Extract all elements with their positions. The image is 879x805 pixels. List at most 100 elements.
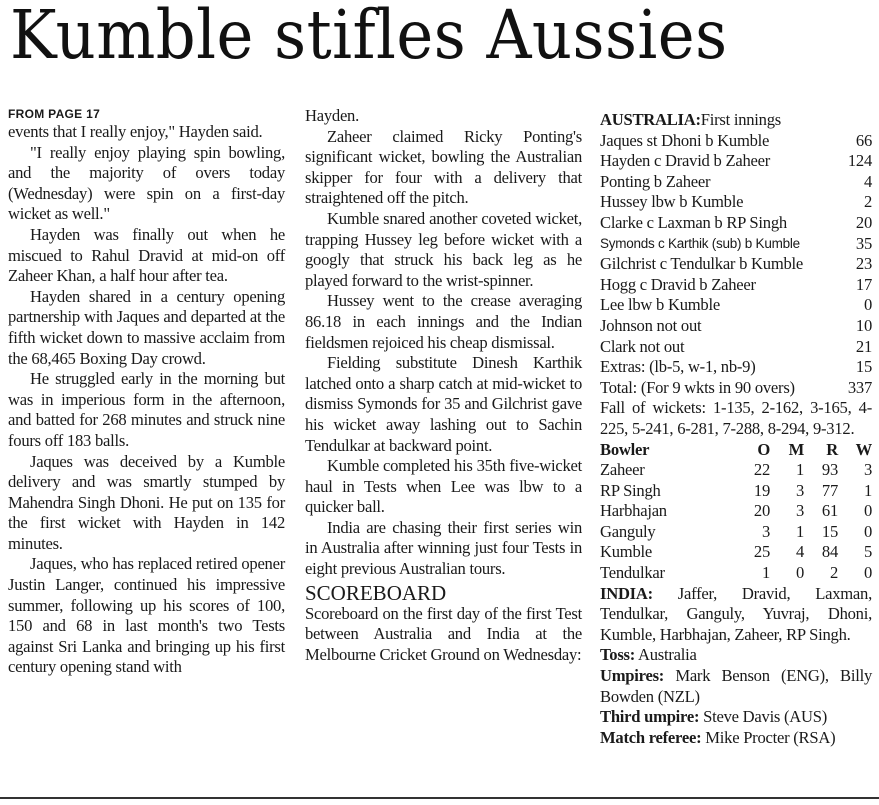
- runs: 66: [855, 130, 872, 150]
- batsman-dismissal: Gilchrist c Tendulkar b Kumble: [600, 254, 804, 274]
- bowler-name: Kumble: [600, 542, 652, 562]
- bottom-rule: [0, 797, 879, 799]
- scoreboard-column: AUSTRALIA:First innings Jaques st Dhoni …: [600, 110, 872, 748]
- batsman-dismissal: Hogg c Dravid b Zaheer: [600, 274, 756, 294]
- batting-row: Extras: (lb-5, w-1, nb-9) 15: [600, 357, 872, 378]
- bowling-figure: 1: [761, 563, 770, 583]
- paragraph: events that I really enjoy," Hayden said…: [8, 122, 263, 141]
- paragraph: Jaques, who has replaced retired opener …: [8, 554, 285, 677]
- bowling-figure: 2: [829, 563, 838, 583]
- paragraph: He struggled early in the morning but wa…: [8, 369, 285, 450]
- runs: 21: [855, 336, 872, 356]
- bowler-name: RP Singh: [600, 480, 661, 500]
- official-value: Steve Davis (AUS): [703, 707, 828, 727]
- india-lineup: INDIA: Jaffer, Dravid, Laxman, Tendulkar…: [600, 584, 872, 646]
- bowling-row: Kumble 25 4 84 5: [600, 542, 872, 563]
- runs: 124: [847, 151, 872, 171]
- bowling-figure: 19: [753, 480, 770, 500]
- bowling-figure: 4: [795, 542, 804, 562]
- bowling-row: Ganguly 3 1 15 0: [600, 522, 872, 543]
- bowling-figure: 0: [863, 563, 872, 583]
- official-line: Toss: Australia: [600, 645, 872, 666]
- official-label: Toss:: [600, 645, 636, 665]
- bowling-figure: 25: [753, 542, 770, 562]
- paragraph: Hayden was finally out when he miscued t…: [8, 224, 285, 286]
- article-column-1: FROM PAGE 17 events that I really enjoy,…: [8, 106, 285, 678]
- bowling-figure: 22: [753, 460, 770, 480]
- bowling-row: Harbhajan 20 3 61 0: [600, 501, 872, 522]
- bowling-figure: 93: [821, 460, 838, 480]
- batting-table: Jaques st Dhoni b Kumble 66 Hayden c Dravi…: [600, 131, 872, 399]
- batting-row: Johnson not out 10: [600, 316, 872, 337]
- official-label: Third umpire:: [600, 707, 700, 727]
- bowling-header: O: [757, 439, 770, 459]
- paragraph: Jaques was deceived by a Kumble delivery…: [8, 451, 285, 553]
- bowling-figure: 61: [821, 501, 838, 521]
- batting-row: Lee lbw b Kumble 0: [600, 295, 872, 316]
- paragraph: Fielding substitute Dinesh Karthik latch…: [305, 353, 582, 455]
- batting-row: Hogg c Dravid b Zaheer 17: [600, 275, 872, 296]
- paragraph: Hussey went to the crease averaging 86.1…: [305, 291, 582, 352]
- batting-row: Clark not out 21: [600, 337, 872, 358]
- innings-label: First innings: [700, 110, 781, 129]
- bowling-figure: 77: [821, 480, 838, 500]
- scoreboard-heading: SCOREBOARD: [305, 580, 447, 605]
- bowling-header: Bowler: [600, 439, 650, 459]
- runs: 0: [863, 295, 872, 315]
- runs: 337: [847, 377, 872, 397]
- paragraph: Zaheer claimed Ricky Ponting's significa…: [305, 126, 582, 208]
- bowler-name: Zaheer: [600, 460, 645, 480]
- batting-row: Clarke c Laxman b RP Singh 20: [600, 213, 872, 234]
- bowling-figure: 5: [863, 542, 872, 562]
- bowling-figure: 3: [795, 501, 804, 521]
- bowling-figure: 0: [863, 521, 872, 541]
- bowling-header: M: [788, 439, 805, 459]
- fall-of-wickets: Fall of wickets: 1-135, 2-162, 3-165, 4-…: [600, 398, 872, 438]
- batsman-dismissal: Total: (For 9 wkts in 90 overs): [600, 377, 795, 397]
- batting-row: Gilchrist c Tendulkar b Kumble 23: [600, 254, 872, 275]
- bowling-figure: 84: [821, 542, 838, 562]
- paragraph: "I really enjoy playing spin bowling, an…: [8, 142, 285, 224]
- scoreboard-intro: Scoreboard on the first day of the first…: [305, 603, 582, 664]
- paragraph: India are chasing their first series win…: [305, 517, 582, 579]
- official-line: Third umpire: Steve Davis (AUS): [600, 707, 872, 728]
- runs: 15: [855, 357, 872, 377]
- batsman-dismissal: Ponting b Zaheer: [600, 171, 711, 191]
- bowling-header: R: [826, 439, 838, 459]
- batsman-dismissal: Hayden c Dravid b Zaheer: [600, 151, 770, 171]
- official-label: Umpires:: [600, 666, 665, 686]
- official-label: Match referee:: [600, 727, 702, 747]
- bowling-figure: 1: [795, 460, 804, 480]
- runs: 4: [863, 171, 872, 191]
- batting-row: Hayden c Dravid b Zaheer 124: [600, 151, 872, 172]
- paragraph: Kumble snared another coveted wicket, tr…: [305, 208, 582, 290]
- bowler-name: Tendulkar: [600, 563, 665, 583]
- headline: Kumble stifles Aussies: [10, 0, 728, 74]
- column-1-body: events that I really enjoy," Hayden said…: [8, 122, 285, 678]
- bowling-figure: 0: [863, 501, 872, 521]
- runs: 23: [855, 254, 872, 274]
- official-value: Mike Procter (RSA): [705, 727, 836, 747]
- india-players: Jaffer, Dravid, Laxman, Tendulkar, Gangu…: [600, 583, 872, 644]
- batsman-dismissal: Extras: (lb-5, w-1, nb-9): [600, 357, 756, 377]
- official-value: Australia: [638, 645, 697, 665]
- bowling-header: W: [855, 439, 873, 459]
- bowling-figure: 1: [863, 480, 872, 500]
- batsman-dismissal: Jaques st Dhoni b Kumble: [600, 130, 770, 150]
- bowling-figure: 3: [863, 460, 872, 480]
- runs: 10: [855, 315, 872, 335]
- match-officials: Toss: Australia Umpires: Mark Benson (ENG…: [600, 645, 872, 748]
- bowler-name: Harbhajan: [600, 501, 667, 521]
- runs: 17: [855, 274, 872, 294]
- bowler-name: Ganguly: [600, 521, 656, 541]
- official-line: Umpires: Mark Benson (ENG), Billy Bowden…: [600, 666, 872, 707]
- batting-row: Jaques st Dhoni b Kumble 66: [600, 131, 872, 152]
- batsman-dismissal: Clark not out: [600, 336, 685, 356]
- bowling-row: Tendulkar 1 0 2 0: [600, 563, 872, 584]
- bowling-row: RP Singh 19 3 77 1: [600, 481, 872, 502]
- continued-from-label: FROM PAGE 17: [8, 107, 101, 121]
- batsman-dismissal: Symonds c Karthik (sub) b Kumble: [600, 235, 800, 251]
- batsman-dismissal: Clarke c Laxman b RP Singh: [600, 212, 787, 232]
- india-label: INDIA:: [600, 583, 653, 603]
- bowling-table: Bowler O M R W Zaheer 22 1 93 3 RP Singh 19 3 77 1 Har…: [600, 440, 872, 584]
